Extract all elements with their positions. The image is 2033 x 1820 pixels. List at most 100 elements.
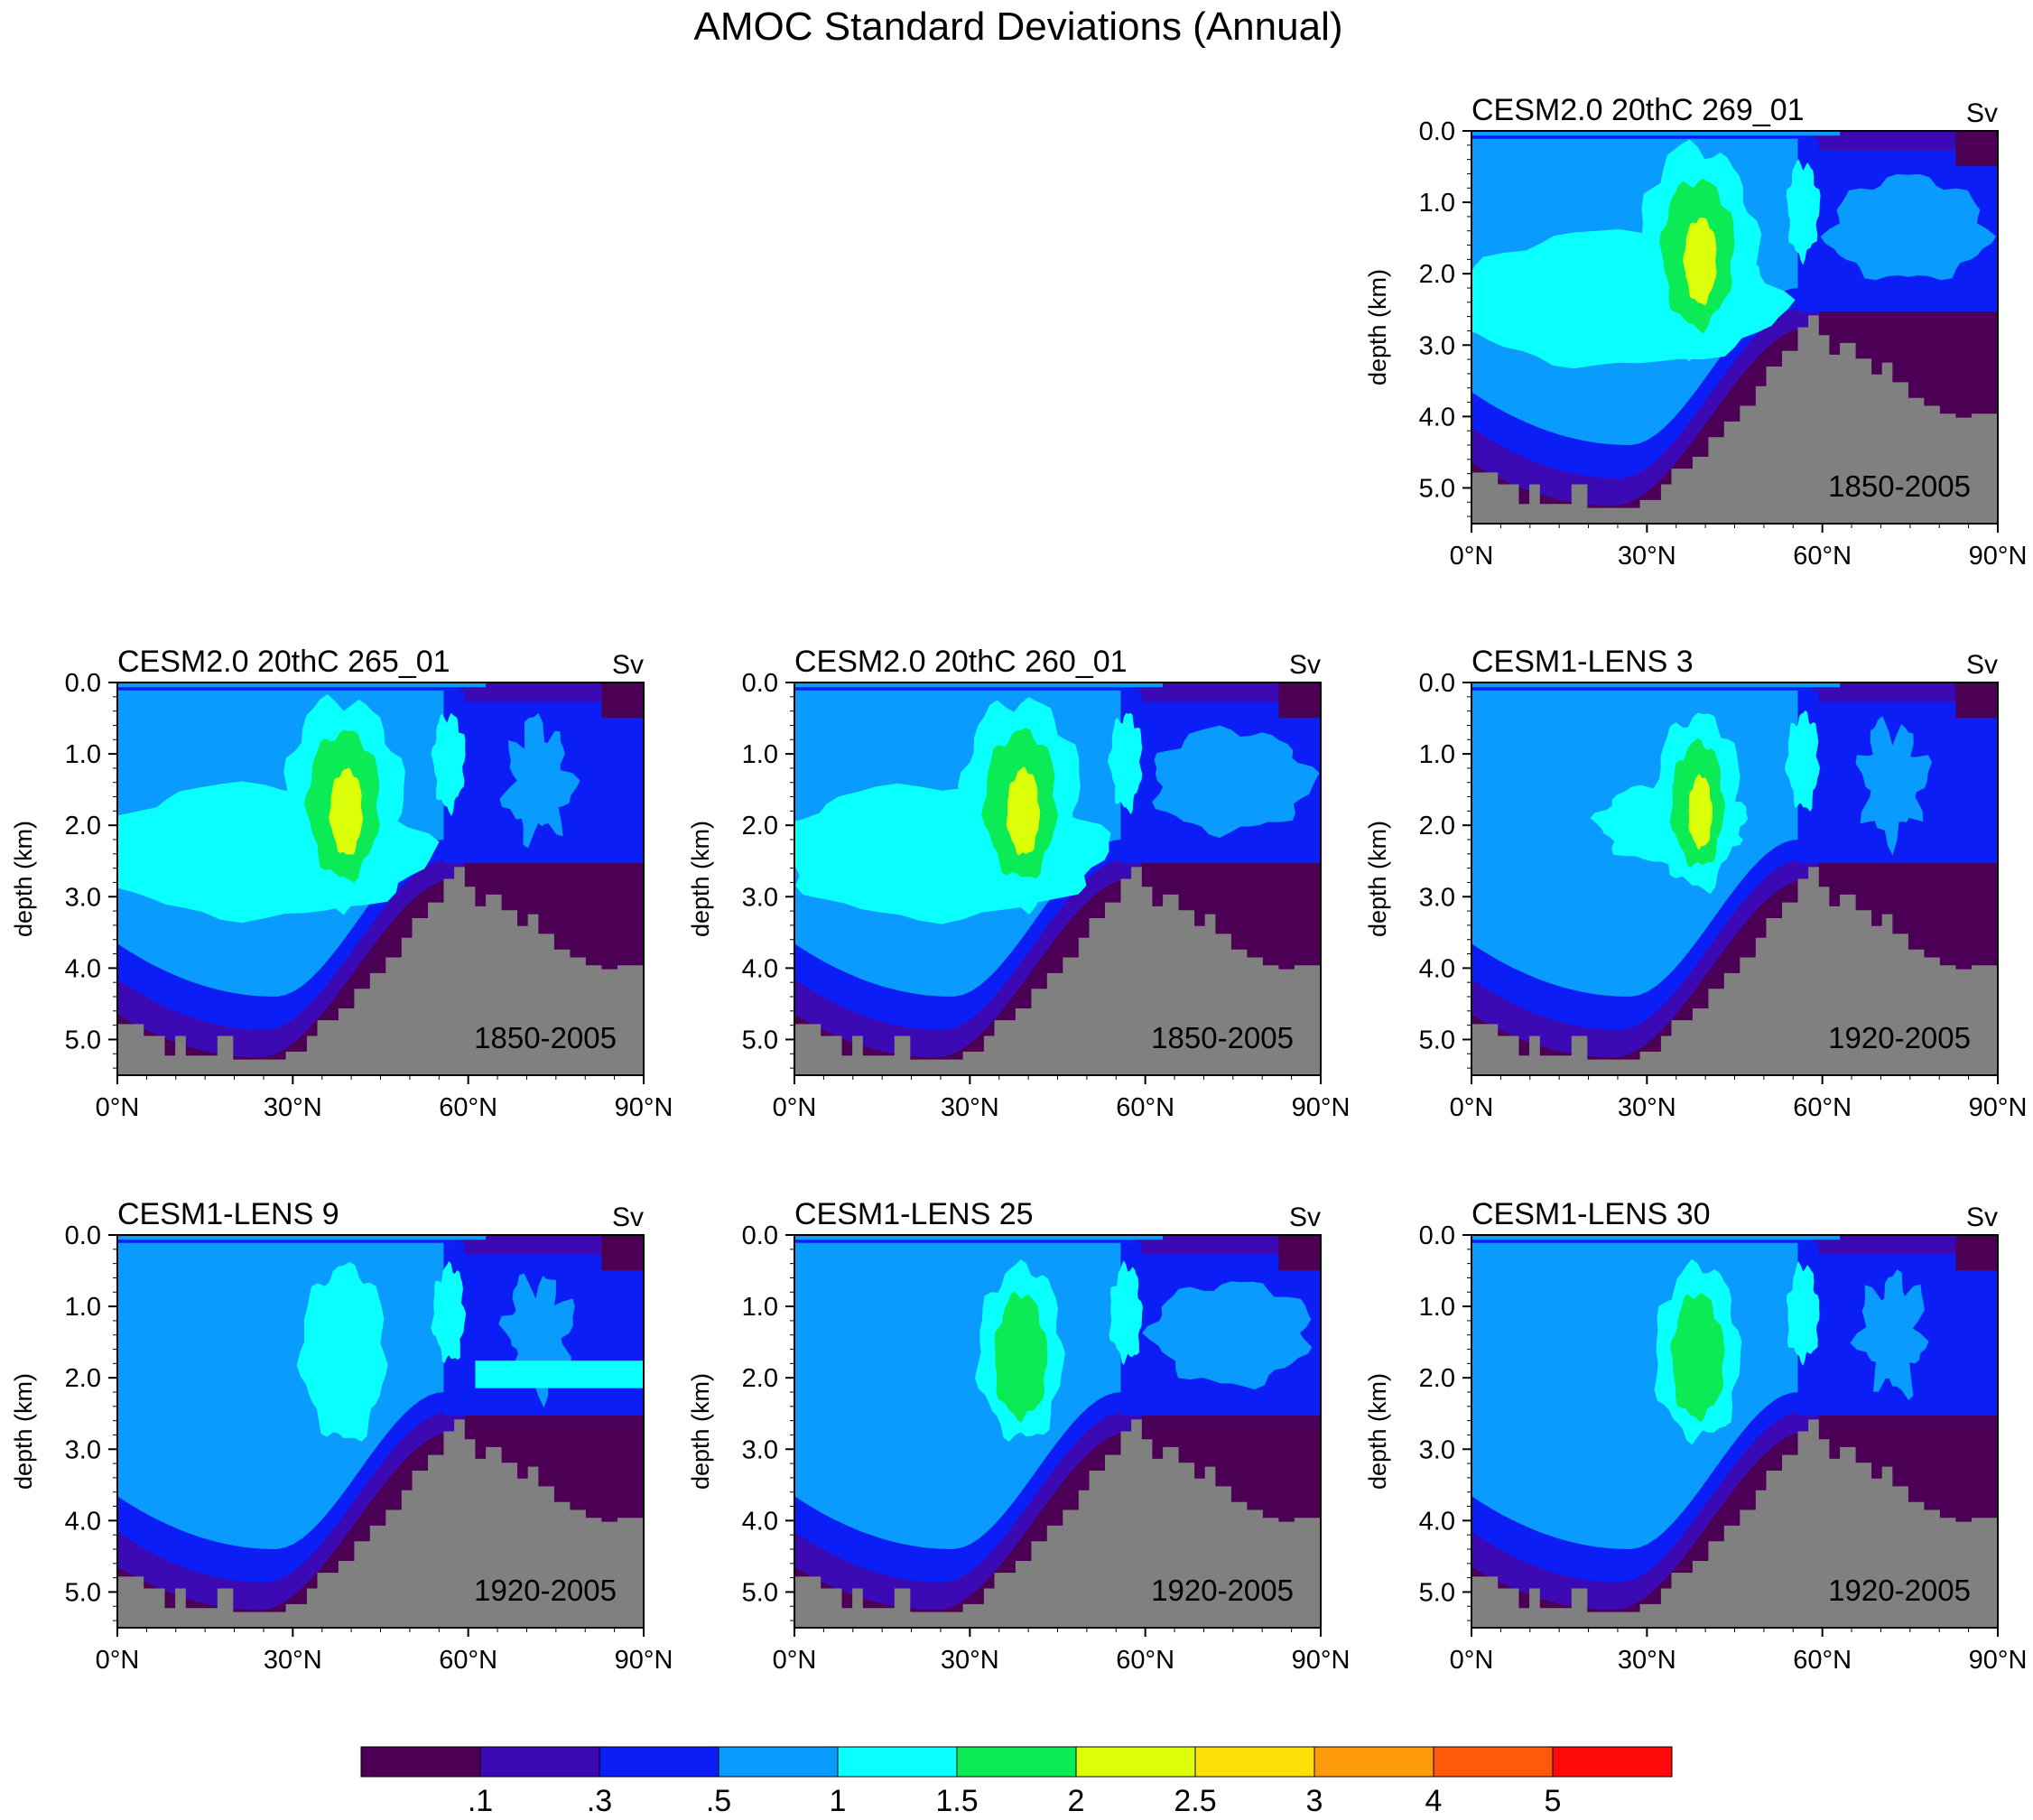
y-tick-label: 5.0 <box>1419 1026 1455 1054</box>
unit-label: Sv <box>1966 98 1998 128</box>
contour-level-5 <box>994 1291 1048 1424</box>
y-tick-label: 0.0 <box>65 669 101 698</box>
x-tick-label: 60°N <box>439 1093 497 1122</box>
x-tick-label: 90°N <box>1969 1646 2028 1675</box>
arctic-surface <box>1818 131 1998 151</box>
panel-6: 0°N 30°N 60°N 90°N 0.0 1.0 2.0 3.0 4.0 5.0 depth (… <box>1364 1197 2027 1675</box>
colorbar-label: .5 <box>706 1784 731 1818</box>
y-tick-label: 3.0 <box>65 883 101 912</box>
arctic-corner <box>601 1235 644 1271</box>
y-tick-label: 1.0 <box>65 740 101 769</box>
arctic-surface <box>1818 682 1998 702</box>
topography <box>794 867 1321 1075</box>
surface-strip <box>794 1235 1164 1240</box>
y-tick-label: 3.0 <box>65 1435 101 1464</box>
y-tick-label: 4.0 <box>1419 1507 1455 1536</box>
panel-title: CESM1-LENS 3 <box>1471 645 1694 679</box>
plot-area <box>117 1235 644 1628</box>
y-axis-label: depth (km) <box>687 1373 714 1490</box>
y-tick-label: 5.0 <box>742 1578 778 1607</box>
y-tick-label: 2.0 <box>1419 1364 1455 1393</box>
period-label: 1920-2005 <box>1828 1574 1971 1607</box>
y-tick-label: 5.0 <box>742 1026 778 1054</box>
colorbar-label: 2.5 <box>1174 1784 1216 1818</box>
y-axis-label: depth (km) <box>10 1373 37 1490</box>
panel-4: 0°N 30°N 60°N 90°N 0.0 1.0 2.0 3.0 4.0 5.0 depth (… <box>10 1197 673 1675</box>
plot-area <box>117 682 644 1075</box>
arctic-corner <box>1955 131 1998 167</box>
y-tick-label: 2.0 <box>65 812 101 840</box>
arctic-surface <box>1818 1235 1998 1255</box>
y-tick-label: 3.0 <box>742 1435 778 1464</box>
x-tick-label: 60°N <box>1793 542 1852 571</box>
y-tick-label: 2.0 <box>1419 812 1455 840</box>
y-tick-label: 0.0 <box>1419 1221 1455 1250</box>
panel-title: CESM1-LENS 25 <box>794 1197 1034 1231</box>
y-tick-label: 3.0 <box>742 883 778 912</box>
colorbar-label: .1 <box>468 1784 493 1818</box>
colorbar-swatch <box>1314 1746 1434 1778</box>
contour-level-4-north <box>431 712 466 817</box>
y-axis-label: depth (km) <box>1364 821 1391 937</box>
y-tick-label: 5.0 <box>1419 1578 1455 1607</box>
panel-title: CESM1-LENS 30 <box>1471 1197 1711 1231</box>
colorbar-swatch <box>956 1746 1077 1778</box>
x-tick-label: 90°N <box>615 1646 673 1675</box>
arctic-strip <box>475 1360 644 1388</box>
unit-label: Sv <box>612 1202 644 1232</box>
colorbar-label: 1 <box>830 1784 847 1818</box>
topography <box>794 1419 1321 1628</box>
period-label: 1850-2005 <box>1151 1021 1294 1054</box>
y-tick-label: 1.0 <box>65 1293 101 1322</box>
colorbar-swatch <box>1194 1746 1315 1778</box>
arctic-blob <box>1850 1269 1929 1400</box>
colorbar-swatch <box>599 1746 719 1778</box>
y-axis-label: depth (km) <box>10 821 37 937</box>
x-tick-label: 0°N <box>1450 542 1494 571</box>
y-tick-label: 5.0 <box>1419 474 1455 503</box>
figure-title: AMOC Standard Deviations (Annual) <box>694 5 1343 49</box>
y-tick-label: 3.0 <box>1419 331 1455 360</box>
y-tick-label: 1.0 <box>1419 189 1455 218</box>
surface-strip <box>1471 682 1841 688</box>
panel-0: 0°N 30°N 60°N 90°N 0.0 1.0 2.0 3.0 4.0 5.0 depth (… <box>1364 93 2027 571</box>
surface-strip <box>117 1235 487 1240</box>
y-tick-label: 4.0 <box>742 954 778 983</box>
plot-area <box>794 1235 1321 1628</box>
y-tick-label: 0.0 <box>65 1221 101 1250</box>
x-tick-label: 0°N <box>1450 1646 1494 1675</box>
y-tick-label: 1.0 <box>742 740 778 769</box>
contour-level-6 <box>329 767 364 855</box>
arctic-blob <box>1142 1281 1313 1390</box>
arctic-surface <box>1141 682 1321 702</box>
period-label: 1920-2005 <box>474 1574 617 1607</box>
x-tick-label: 90°N <box>1969 542 2028 571</box>
panel-5: 0°N 30°N 60°N 90°N 0.0 1.0 2.0 3.0 4.0 5.0 depth (… <box>687 1197 1350 1675</box>
panel-title: CESM1-LENS 9 <box>117 1197 339 1231</box>
arctic-blob <box>1820 173 1997 281</box>
x-tick-label: 0°N <box>773 1093 817 1122</box>
contour-level-4-north <box>1784 710 1820 812</box>
plot-area <box>1471 1235 1998 1628</box>
x-tick-label: 0°N <box>1450 1093 1494 1122</box>
x-tick-label: 0°N <box>96 1646 140 1675</box>
unit-label: Sv <box>1289 1202 1321 1232</box>
arctic-corner <box>1278 1235 1321 1271</box>
surface-strip <box>794 682 1164 688</box>
y-axis-label: depth (km) <box>1364 269 1391 385</box>
y-tick-label: 2.0 <box>1419 260 1455 289</box>
panels: 0°N 30°N 60°N 90°N 0.0 1.0 2.0 3.0 4.0 5.0 depth (… <box>10 93 2027 1675</box>
arctic-corner <box>1955 682 1998 719</box>
colorbar-label: .3 <box>587 1784 612 1818</box>
y-tick-label: 0.0 <box>1419 117 1455 146</box>
x-tick-label: 60°N <box>1116 1093 1174 1122</box>
x-tick-label: 30°N <box>1618 1646 1676 1675</box>
x-tick-label: 30°N <box>264 1093 322 1122</box>
unit-label: Sv <box>1966 1202 1998 1232</box>
x-tick-label: 60°N <box>1793 1646 1852 1675</box>
topography <box>1471 867 1998 1075</box>
y-axis-label: depth (km) <box>1364 1373 1391 1490</box>
x-tick-label: 60°N <box>1116 1646 1174 1675</box>
arctic-corner <box>1955 1235 1998 1271</box>
